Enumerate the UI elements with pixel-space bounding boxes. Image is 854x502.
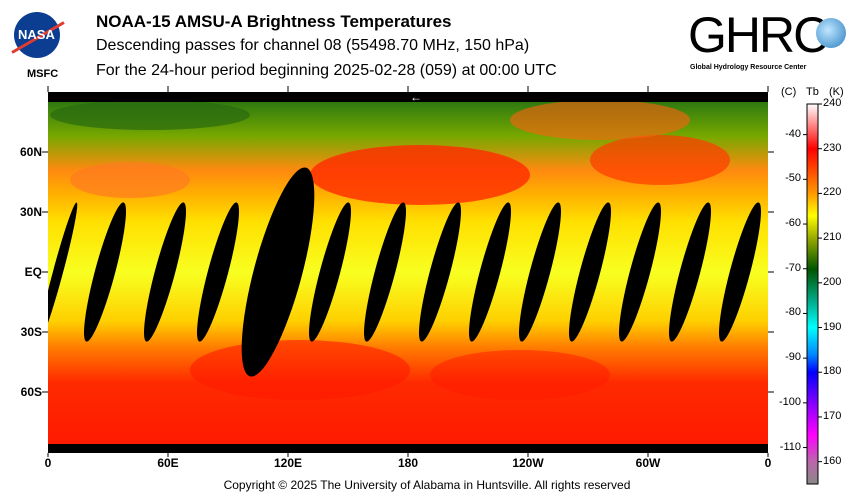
y-tick-label: 60S [20, 385, 42, 399]
colorbar-label-k-value: 180 [823, 365, 842, 378]
msfc-label: MSFC [27, 68, 59, 80]
colorbar-label-k-value: 240 [823, 97, 842, 109]
colorbar-label-c-value: -50 [785, 172, 801, 185]
x-tick-label: 120E [273, 456, 303, 470]
data-gap [669, 202, 711, 342]
y-tick-label: 60N [19, 145, 42, 159]
nasa-logo: NASA [11, 12, 65, 58]
ghrc-logo: GHRC [688, 7, 829, 63]
x-tick-label: 0 [764, 456, 772, 470]
colorbar-label-k-value: 220 [823, 186, 842, 199]
colorbar-label-tb: Tb [806, 86, 819, 98]
missing-data-gaps [48, 167, 761, 377]
data-gap [197, 202, 239, 342]
x-tick-label: 0 [44, 456, 52, 470]
data-gap [519, 202, 561, 342]
data-gap [48, 202, 78, 342]
copyright: Copyright © 2025 The University of Alaba… [223, 478, 631, 492]
colorbar-label-c-value: -40 [785, 127, 801, 140]
x-tick-label: 60W [635, 456, 661, 470]
colorbar-label-k: (K) [829, 86, 844, 98]
data-gap [469, 202, 511, 342]
nasa-logo-text: NASA [18, 27, 55, 42]
data-gap [619, 202, 661, 342]
chart-subtitle: Descending passes for channel 08 (55498.… [96, 37, 530, 54]
globe-icon [816, 18, 846, 48]
colorbar-label-c-value: -70 [785, 261, 801, 274]
chart-title: NOAA-15 AMSU-A Brightness Temperatures [96, 12, 452, 31]
y-tick-label: 30N [19, 205, 42, 219]
colorbar-label-k-value: 170 [823, 409, 842, 422]
colorbar-label-k-value: 200 [823, 275, 842, 288]
colorbar-label-c-value: -90 [785, 351, 801, 364]
ghrc-subtitle: Global Hydrology Resource Center [690, 64, 807, 71]
map-anomalies [50, 102, 730, 400]
colorbar-label-k-value: 230 [823, 141, 842, 154]
x-tick-label: 180 [397, 456, 419, 470]
y-tick-label: EQ [24, 265, 42, 279]
chart-period: For the 24-hour period beginning 2025-02… [96, 62, 557, 79]
colorbar-ticks [803, 103, 822, 463]
colorbar-label-k-value: 190 [823, 320, 842, 333]
colorbar-label-k-value: 210 [823, 231, 842, 244]
south-no-data-band [48, 444, 768, 453]
colorbar-label-c: (C) [781, 86, 797, 98]
current-position-arrow: ← [410, 90, 422, 104]
x-tick-label: 60E [157, 456, 179, 470]
data-gap [241, 167, 315, 377]
colorbar-label-c-value: -110 [779, 440, 801, 453]
north-no-data-band [48, 92, 768, 102]
data-gap [719, 202, 761, 342]
data-gap [419, 202, 461, 342]
data-gap [84, 202, 126, 342]
colorbar-label-k-value: 160 [823, 454, 842, 467]
data-gap [569, 202, 611, 342]
y-tick-label: 30S [20, 325, 42, 339]
data-gap [144, 202, 186, 342]
axes [42, 86, 774, 457]
data-gap [364, 202, 406, 342]
colorbar-label-c-value: -80 [785, 306, 801, 319]
colorbar-label-c-value: -100 [778, 395, 801, 408]
colorbar-label-c-value: -60 [785, 217, 801, 230]
data-gap [309, 202, 351, 342]
x-tick-label: 120W [512, 456, 544, 470]
colorbar [806, 103, 819, 485]
